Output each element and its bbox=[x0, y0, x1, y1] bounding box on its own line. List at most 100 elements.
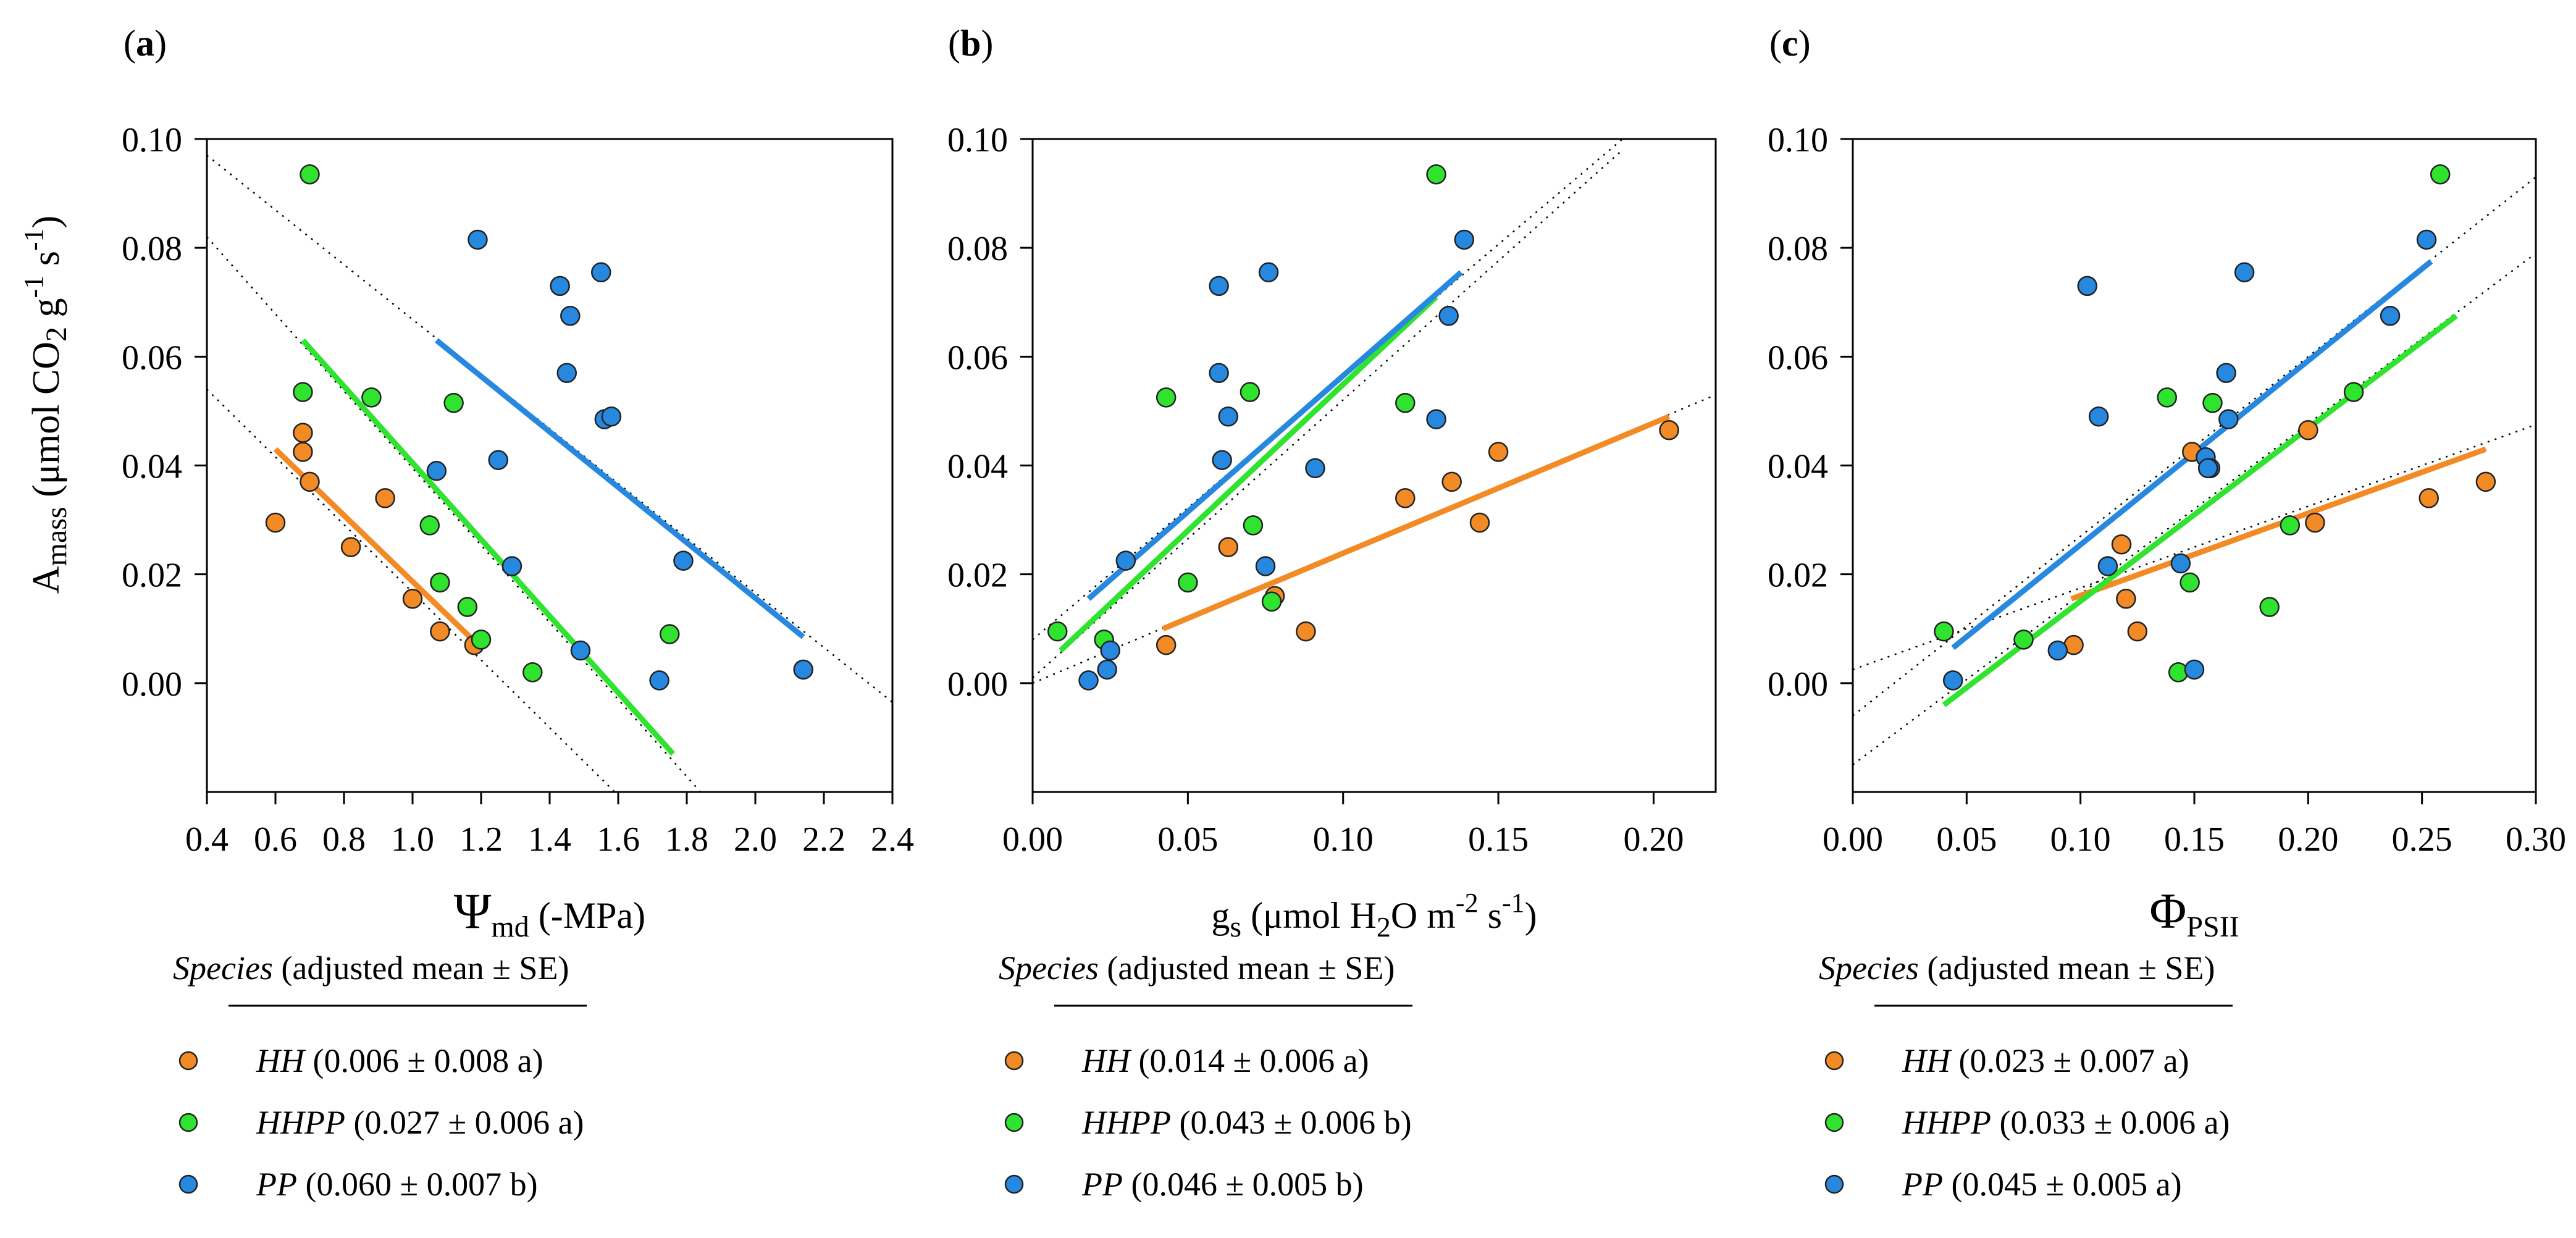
x-axis-label: ΦPSII bbox=[2149, 883, 2239, 943]
point-hh bbox=[1156, 634, 1177, 655]
plot-frame bbox=[206, 138, 894, 793]
y-tick-label: 0.02 bbox=[1768, 557, 1828, 595]
fit-line-pp bbox=[435, 338, 805, 639]
panel-label: (a) bbox=[124, 23, 167, 64]
ci-line-hhpp bbox=[1033, 149, 1624, 678]
point-hh bbox=[1441, 471, 1462, 492]
x-tick-label: 1.8 bbox=[665, 820, 708, 859]
point-hhpp bbox=[1261, 591, 1282, 612]
point-pp bbox=[2047, 640, 2068, 661]
point-pp bbox=[649, 670, 669, 691]
point-hhpp bbox=[443, 392, 464, 413]
y-tick-label: 0.04 bbox=[1768, 448, 1828, 486]
chart-panel-2: (b) 0.00 0.02 0.04 0.06 0.08 0.10 0.00 0.05 0.10 0… bbox=[947, 23, 1717, 1203]
legend-header: Species (adjusted mean ± SE) bbox=[999, 950, 1395, 987]
point-hh bbox=[1659, 419, 1679, 440]
x-tick-label: 0.05 bbox=[1936, 820, 1997, 859]
point-hh bbox=[2111, 534, 2132, 555]
x-tick-label: 0.15 bbox=[1468, 820, 1529, 859]
point-hhpp bbox=[430, 572, 450, 593]
x-tick-label: 0.25 bbox=[2392, 820, 2452, 859]
x-tick-label: 0.4 bbox=[185, 820, 229, 859]
y-tick-label: 0.08 bbox=[947, 230, 1008, 268]
point-pp bbox=[1100, 640, 1120, 661]
point-hh bbox=[1395, 488, 1416, 508]
fit-line-hhpp bbox=[301, 338, 676, 756]
legend-marker-pp bbox=[1824, 1174, 1844, 1194]
ci-line-hhpp bbox=[207, 236, 702, 792]
point-pp bbox=[2416, 229, 2437, 250]
point-pp bbox=[601, 406, 622, 427]
y-tick-label: 0.08 bbox=[1768, 230, 1828, 268]
point-pp bbox=[1942, 670, 1963, 691]
x-tick-label: 1.0 bbox=[391, 820, 434, 859]
point-pp bbox=[468, 229, 488, 250]
point-hhpp bbox=[1240, 382, 1261, 402]
point-pp bbox=[793, 659, 813, 680]
legend-marker-hh bbox=[1824, 1051, 1844, 1071]
x-tick-label: 0.8 bbox=[322, 820, 366, 859]
point-pp bbox=[591, 262, 611, 283]
y-tick-label: 0.10 bbox=[122, 121, 182, 159]
point-hhpp bbox=[293, 382, 313, 402]
point-hhpp bbox=[2259, 597, 2280, 617]
point-hhpp bbox=[522, 662, 543, 683]
point-pp bbox=[1305, 458, 1325, 479]
point-pp bbox=[1078, 670, 1099, 691]
point-hh bbox=[300, 471, 320, 492]
point-hh bbox=[1469, 512, 1490, 533]
y-tick-label: 0.10 bbox=[947, 121, 1008, 159]
legend-header: Species (adjusted mean ± SE) bbox=[173, 950, 569, 987]
legend-marker-pp bbox=[178, 1174, 198, 1194]
point-pp bbox=[2380, 306, 2401, 326]
point-hhpp bbox=[1395, 392, 1416, 413]
point-pp bbox=[2184, 659, 2205, 680]
x-tick-label: 0.6 bbox=[254, 820, 297, 859]
point-hhpp bbox=[1156, 387, 1177, 408]
y-tick-label: 0.00 bbox=[1768, 665, 1828, 704]
point-hhpp bbox=[660, 624, 680, 644]
legend-marker-hh bbox=[1004, 1051, 1024, 1071]
fit-line-hh bbox=[2070, 446, 2487, 602]
panel-label: (c) bbox=[1769, 23, 1811, 64]
point-pp bbox=[1255, 556, 1276, 576]
x-tick-label: 0.20 bbox=[1623, 820, 1684, 859]
point-hhpp bbox=[1934, 621, 1954, 642]
point-hhpp bbox=[1243, 515, 1264, 536]
point-pp bbox=[1115, 550, 1136, 571]
x-tick-label: 0.05 bbox=[1157, 820, 1218, 859]
y-tick-label: 0.06 bbox=[947, 339, 1008, 377]
point-pp bbox=[501, 556, 522, 576]
point-hh bbox=[293, 423, 313, 443]
point-hhpp bbox=[1426, 164, 1446, 185]
point-pp bbox=[2170, 553, 2191, 574]
legend-entry-hh: HH (0.023 ± 0.007 a) bbox=[1902, 1042, 2189, 1079]
point-hh bbox=[1218, 537, 1238, 557]
point-pp bbox=[426, 461, 447, 481]
x-tick-label: 0.20 bbox=[2278, 820, 2338, 859]
point-pp bbox=[550, 276, 570, 297]
point-hh bbox=[340, 537, 361, 557]
point-hhpp bbox=[1178, 572, 1198, 593]
point-pp bbox=[1438, 306, 1459, 326]
legend-marker-hh bbox=[178, 1051, 198, 1071]
y-tick-label: 0.06 bbox=[1768, 339, 1828, 377]
legend-entry-hh: HH (0.014 ± 0.006 a) bbox=[1081, 1042, 1369, 1079]
point-hh bbox=[1296, 621, 1316, 642]
fit-line-hhpp bbox=[1059, 295, 1438, 653]
point-hh bbox=[2298, 419, 2318, 440]
point-pp bbox=[560, 306, 581, 326]
point-pp bbox=[2088, 406, 2109, 427]
fit-line-pp bbox=[1086, 270, 1463, 601]
point-hh bbox=[402, 589, 423, 609]
plot-frame bbox=[1031, 138, 1717, 793]
point-hhpp bbox=[361, 387, 382, 408]
x-tick-label: 0.00 bbox=[1002, 820, 1063, 859]
legend-marker-hhpp bbox=[178, 1113, 198, 1132]
point-hh bbox=[2127, 621, 2148, 642]
x-tick-label: 2.4 bbox=[871, 820, 914, 859]
x-tick-label: 0.30 bbox=[2506, 820, 2566, 859]
point-pp bbox=[2077, 276, 2097, 297]
y-axis-label: Amass (μmol CO2 g-1 s-1) bbox=[19, 216, 73, 594]
